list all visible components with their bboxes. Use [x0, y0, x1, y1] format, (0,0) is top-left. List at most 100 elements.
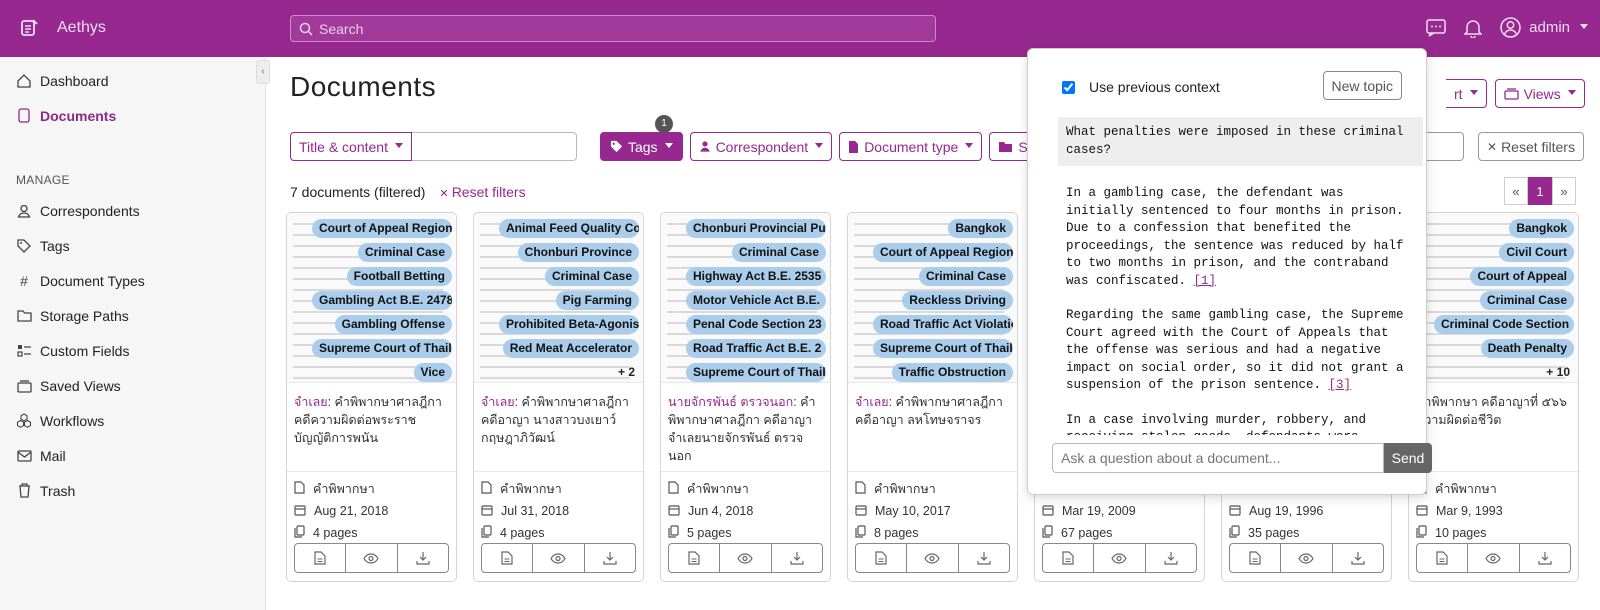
user-menu[interactable]: admin: [1500, 17, 1588, 38]
open-details-button[interactable]: [295, 544, 347, 572]
open-details-button[interactable]: [856, 544, 908, 572]
correspondent-filter-button[interactable]: Correspondent: [689, 132, 833, 161]
sidebar-item-documents[interactable]: Documents: [0, 98, 265, 133]
tag-badge[interactable]: Gambling Offense: [334, 315, 452, 334]
citation-link[interactable]: [1]: [1193, 273, 1217, 288]
tag-badge[interactable]: Criminal Case: [1479, 291, 1574, 310]
sidebar-item-document-types[interactable]: # Document Types: [0, 263, 265, 298]
tag-badge[interactable]: Criminal Case: [357, 243, 452, 262]
pagination-prev[interactable]: «: [1504, 177, 1528, 205]
preview-button[interactable]: [533, 544, 585, 572]
tag-badge[interactable]: Court of Appeal Region: [873, 243, 1013, 262]
search-box[interactable]: [290, 15, 936, 42]
tag-badge[interactable]: Football Betting: [346, 267, 452, 286]
preview-button[interactable]: [346, 544, 398, 572]
tag-badge[interactable]: Red Meat Accelerator: [502, 339, 639, 358]
tag-badge[interactable]: Bangkok: [948, 219, 1013, 238]
document-thumbnail[interactable]: Court of Appeal Region Criminal Case Footb…: [287, 213, 456, 383]
preview-button[interactable]: [1094, 544, 1146, 572]
bell-icon[interactable]: [1464, 18, 1483, 38]
document-card[interactable]: Bangkok Court of Appeal Region Criminal Ca…: [847, 212, 1018, 582]
send-button[interactable]: Send: [1384, 443, 1432, 473]
app-title[interactable]: Aethys: [57, 19, 106, 36]
sidebar-item-mail[interactable]: Mail: [0, 438, 265, 473]
reset-filters-button[interactable]: ✕ Reset filters: [1478, 132, 1584, 161]
tag-badge[interactable]: Motor Vehicle Act B.E.: [686, 291, 826, 310]
tag-badge[interactable]: Reckless Driving: [902, 291, 1013, 310]
text-filter-mode-button[interactable]: Title & content: [290, 132, 412, 161]
sort-button[interactable]: rt: [1446, 79, 1487, 108]
tag-badge[interactable]: Chonburi Provincial Public: [686, 219, 826, 238]
tag-badge[interactable]: Supreme Court of Thailand: [686, 363, 826, 382]
pagination-next[interactable]: »: [1552, 177, 1576, 205]
tag-badge[interactable]: Criminal Case: [731, 243, 826, 262]
correspondent-name[interactable]: นายจักรพันธ์ ตรวจนอก: [668, 395, 794, 409]
tags-filter-button[interactable]: Tags: [599, 132, 683, 161]
tag-badge[interactable]: Gambling Act B.E. 2478: [312, 291, 452, 310]
text-filter-input[interactable]: [411, 132, 577, 161]
open-details-button[interactable]: [482, 544, 534, 572]
tag-badge[interactable]: Supreme Court of Thailand: [312, 339, 452, 358]
tag-badge[interactable]: Bangkok: [1509, 219, 1574, 238]
correspondent-name[interactable]: จำเลย: [481, 395, 515, 409]
tag-badge[interactable]: Road Traffic Act B.E. 2: [686, 339, 826, 358]
preview-button[interactable]: [1281, 544, 1333, 572]
open-details-button[interactable]: [1417, 544, 1469, 572]
download-button[interactable]: [585, 544, 635, 572]
document-card[interactable]: Court of Appeal Region Criminal Case Footb…: [286, 212, 457, 582]
preview-button[interactable]: [1468, 544, 1520, 572]
preview-button[interactable]: [720, 544, 772, 572]
preview-button[interactable]: [907, 544, 959, 572]
use-context-checkbox[interactable]: [1062, 80, 1075, 94]
download-button[interactable]: [1333, 544, 1383, 572]
citation-link[interactable]: [3]: [1328, 378, 1352, 392]
sidebar-item-dashboard[interactable]: Dashboard: [0, 63, 265, 98]
download-button[interactable]: [398, 544, 448, 572]
document-card[interactable]: Bangkok Civil Court Court of Appeal Crimina…: [1408, 212, 1579, 582]
tag-badge[interactable]: Death Penalty: [1480, 339, 1574, 358]
document-card[interactable]: Animal Feed Quality Control Chonburi Prov…: [473, 212, 644, 582]
sidebar-item-saved-views[interactable]: Saved Views: [0, 368, 265, 403]
tag-badge[interactable]: Road Traffic Act Violation: [873, 315, 1013, 334]
tag-badge[interactable]: Court of Appeal Region: [312, 219, 452, 238]
open-details-button[interactable]: [1230, 544, 1282, 572]
reset-filters-link[interactable]: ✕ Reset filters: [439, 184, 525, 200]
logo-icon[interactable]: [19, 18, 39, 38]
tag-badge[interactable]: Animal Feed Quality Control: [499, 219, 639, 238]
views-button[interactable]: Views: [1494, 79, 1585, 108]
tag-badge[interactable]: Traffic Obstruction: [891, 363, 1013, 382]
sidebar-item-trash[interactable]: Trash: [0, 473, 265, 508]
open-details-button[interactable]: [1043, 544, 1095, 572]
download-button[interactable]: [959, 544, 1009, 572]
document-thumbnail[interactable]: Chonburi Provincial Public Criminal Case H…: [661, 213, 830, 383]
extra-filter-button-edge[interactable]: [1426, 132, 1464, 161]
new-topic-button[interactable]: New topic: [1322, 71, 1402, 100]
sidebar-item-correspondents[interactable]: Correspondents: [0, 193, 265, 228]
tag-badge[interactable]: Highway Act B.E. 2535: [686, 267, 826, 286]
document-thumbnail[interactable]: Bangkok Civil Court Court of Appeal Crimina…: [1409, 213, 1578, 383]
tag-badge[interactable]: Penal Code Section 23: [686, 315, 826, 334]
tag-badge[interactable]: Criminal Case: [544, 267, 639, 286]
sidebar-collapse-icon[interactable]: ‹: [256, 60, 270, 84]
tag-badge[interactable]: Supreme Court of Thailand: [873, 339, 1013, 358]
pagination-page[interactable]: 1: [1528, 177, 1552, 205]
document-thumbnail[interactable]: Animal Feed Quality Control Chonburi Prov…: [474, 213, 643, 383]
download-button[interactable]: [772, 544, 822, 572]
tag-badge[interactable]: Criminal Case: [918, 267, 1013, 286]
tag-badge[interactable]: Prohibited Beta-Agonist: [499, 315, 639, 334]
tag-badge[interactable]: Pig Farming: [555, 291, 639, 310]
download-button[interactable]: [1520, 544, 1570, 572]
sidebar-item-custom-fields[interactable]: Custom Fields: [0, 333, 265, 368]
document-thumbnail[interactable]: Bangkok Court of Appeal Region Criminal Ca…: [848, 213, 1017, 383]
document-type-filter-button[interactable]: Document type: [839, 132, 983, 161]
correspondent-name[interactable]: จำเลย: [855, 395, 889, 409]
tag-badge[interactable]: Chonburi Province: [517, 243, 639, 262]
chat-icon[interactable]: [1426, 18, 1446, 37]
sidebar-item-tags[interactable]: Tags: [0, 228, 265, 263]
tag-badge[interactable]: Court of Appeal: [1470, 267, 1574, 286]
download-button[interactable]: [1146, 544, 1196, 572]
open-details-button[interactable]: [669, 544, 721, 572]
search-input[interactable]: [319, 20, 899, 37]
tag-badge[interactable]: Vice: [413, 363, 452, 382]
ask-question-input[interactable]: [1052, 443, 1384, 473]
